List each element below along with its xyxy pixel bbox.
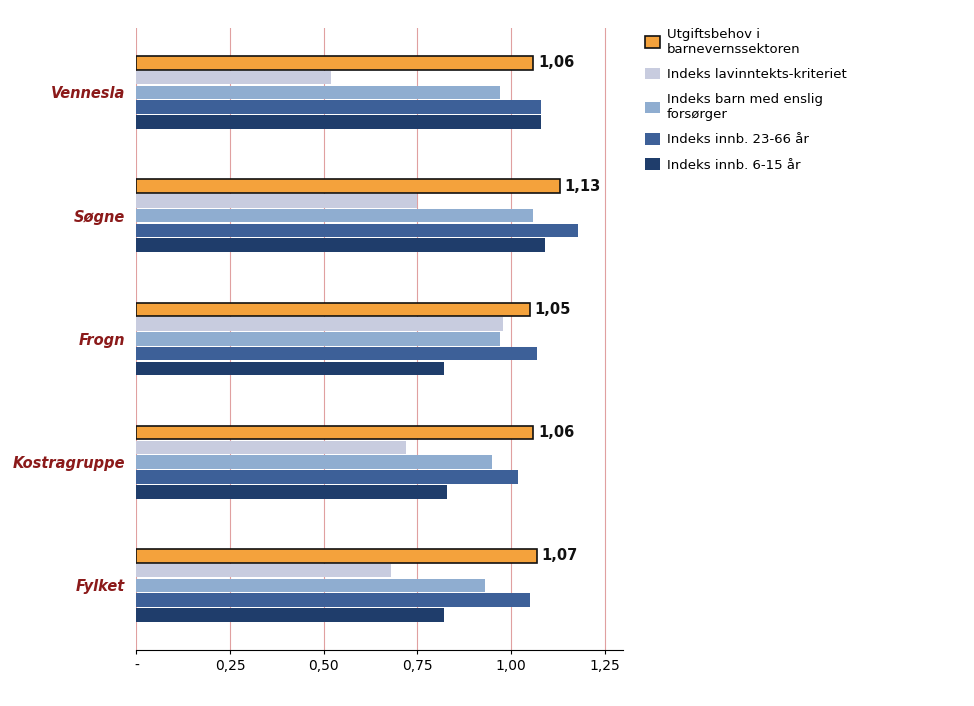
Legend: Utgiftsbehov i
barnevernssektoren, Indeks lavinntekts-kriteriet, Indeks barn med: Utgiftsbehov i barnevernssektoren, Indek…	[645, 28, 846, 172]
Text: 1,05: 1,05	[534, 301, 571, 317]
Bar	[136, 332, 500, 346]
Bar	[136, 179, 560, 193]
Bar	[136, 56, 534, 69]
Bar	[136, 579, 485, 592]
Text: 1,06: 1,06	[538, 425, 575, 440]
Bar	[136, 224, 579, 237]
Bar	[136, 71, 331, 84]
Bar	[136, 347, 538, 361]
Bar	[136, 455, 492, 469]
Text: 1,07: 1,07	[542, 549, 578, 563]
Bar	[136, 609, 443, 622]
Bar	[136, 594, 530, 607]
Bar	[136, 470, 518, 484]
Bar	[136, 85, 500, 99]
Bar	[136, 302, 530, 316]
Bar	[136, 100, 541, 114]
Bar	[136, 485, 447, 498]
Bar	[136, 194, 417, 208]
Text: 1,13: 1,13	[564, 179, 600, 193]
Bar	[136, 441, 406, 454]
Text: 1,06: 1,06	[538, 55, 575, 71]
Bar	[136, 564, 392, 578]
Bar	[136, 426, 534, 439]
Bar	[136, 239, 544, 252]
Bar	[136, 317, 504, 331]
Bar	[136, 361, 443, 376]
Bar	[136, 209, 534, 222]
Bar	[136, 549, 538, 563]
Bar	[136, 115, 541, 128]
